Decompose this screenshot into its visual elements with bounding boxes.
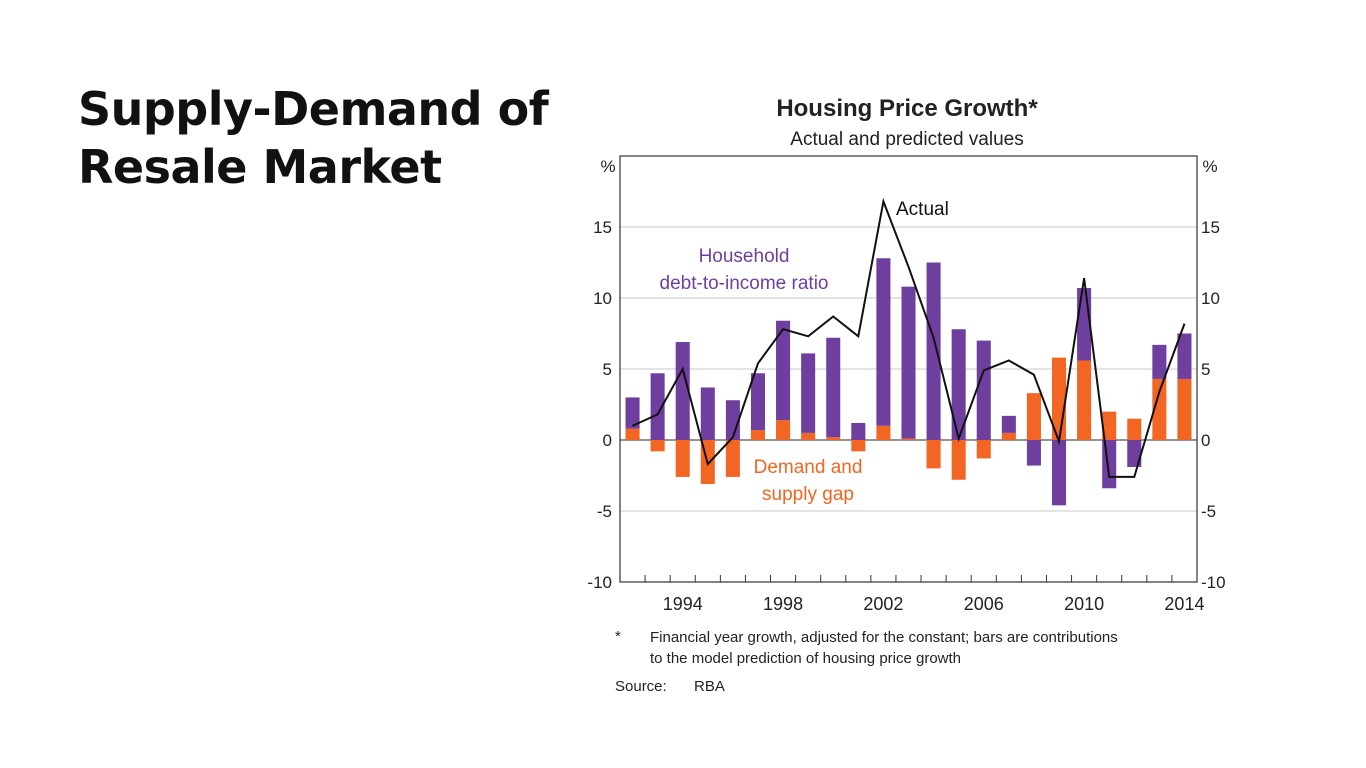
y-tick-label-right: 10 [1201, 289, 1220, 308]
slide-title: Supply-Demand of Resale Market [78, 80, 558, 196]
bar-household-debt [1026, 440, 1041, 466]
bar-household-debt [725, 400, 740, 440]
y-tick-label-left: 15 [593, 218, 612, 237]
bar-household-debt [851, 422, 866, 440]
bar-demand-supply-gap [1077, 360, 1092, 440]
label-demand-2: supply gap [762, 484, 854, 505]
bar-demand-supply-gap [801, 432, 816, 440]
bar-household-debt [1152, 344, 1167, 379]
y-tick-label-left: -10 [587, 573, 612, 592]
bar-demand-supply-gap [951, 440, 966, 480]
x-tick-label: 2006 [964, 594, 1004, 614]
y-tick-label-left: 0 [603, 431, 612, 450]
y-tick-label-right: 5 [1201, 360, 1210, 379]
x-tick-label: 1994 [663, 594, 703, 614]
bar-household-debt [876, 258, 891, 426]
label-household-1: Household [699, 246, 790, 267]
housing-price-chart: Housing Price Growth* Actual and predict… [587, 95, 1225, 614]
x-tick-label: 2010 [1064, 594, 1104, 614]
footnote-line2: to the model prediction of housing price… [650, 650, 962, 667]
bar-demand-supply-gap [1026, 393, 1041, 440]
bar-household-debt [951, 329, 966, 440]
bar-household-debt [700, 387, 715, 440]
label-household-2: debt-to-income ratio [660, 273, 829, 294]
actual-line [632, 197, 1186, 478]
bar-demand-supply-gap [851, 440, 866, 452]
y-tick-label-right: -10 [1201, 573, 1226, 592]
bar-demand-supply-gap [750, 430, 766, 440]
bar-demand-supply-gap [725, 440, 740, 477]
bar-household-debt [1127, 440, 1142, 467]
axes [619, 155, 1198, 583]
bar-household-debt [675, 342, 690, 440]
bar-demand-supply-gap [776, 420, 791, 440]
x-tick-label: 1998 [763, 594, 803, 614]
source-value: RBA [694, 678, 725, 695]
slide-title-line1: Supply-Demand of [78, 82, 549, 136]
label-demand-1: Demand and [754, 457, 863, 478]
bar-household-debt [650, 373, 665, 440]
bar-demand-supply-gap [826, 437, 841, 440]
source-label: Source: [615, 678, 667, 695]
bar-demand-supply-gap [1102, 411, 1117, 440]
y-tick-label-left: -5 [597, 502, 612, 521]
bar-household-debt [776, 320, 791, 421]
y-tick-label-left: 5 [603, 360, 612, 379]
y-tick-label-left: 10 [593, 289, 612, 308]
bar-household-debt [976, 340, 991, 440]
plot-frame [619, 155, 1198, 583]
bar-demand-supply-gap [901, 438, 916, 440]
bar-household-debt [1177, 333, 1192, 379]
y-tick-label-right: 15 [1201, 218, 1220, 237]
slide-title-line2: Resale Market [78, 140, 442, 194]
y-unit-right: % [1202, 157, 1217, 176]
bar-demand-supply-gap [1177, 378, 1192, 440]
bars [625, 258, 1192, 506]
y-tick-label-right: 0 [1201, 431, 1210, 450]
y-unit-left: % [600, 157, 615, 176]
bar-household-debt [901, 286, 916, 439]
bar-demand-supply-gap [1127, 418, 1142, 440]
bar-demand-supply-gap [1152, 378, 1167, 440]
y-tick-label-right: -5 [1201, 502, 1216, 521]
bar-household-debt [1051, 440, 1067, 506]
bar-demand-supply-gap [625, 428, 640, 440]
bar-household-debt [826, 337, 841, 438]
footnote-line1: Financial year growth, adjusted for the … [650, 629, 1118, 646]
chart-subtitle: Actual and predicted values [790, 129, 1023, 150]
bar-household-debt [926, 262, 941, 440]
bar-demand-supply-gap [976, 440, 991, 459]
x-tick-label: 2014 [1164, 594, 1204, 614]
bar-demand-supply-gap [650, 440, 665, 452]
bar-demand-supply-gap [675, 440, 690, 477]
actual-line-group [632, 197, 1186, 478]
bar-demand-supply-gap [1001, 432, 1016, 440]
tick-labels: -10 -10 -5 -5 0 0 5 5 10 10 15 15 1994 1998 2002 2006 20… [587, 218, 1225, 614]
footnote-marker: * [615, 628, 621, 645]
label-actual: Actual [896, 199, 949, 220]
bar-household-debt [1001, 415, 1016, 433]
bar-household-debt [801, 353, 816, 433]
bar-demand-supply-gap [876, 425, 891, 440]
bar-household-debt [750, 373, 766, 431]
bar-demand-supply-gap [926, 440, 941, 469]
bar-household-debt [625, 397, 640, 429]
x-tick-label: 2002 [863, 594, 903, 614]
bar-household-debt [1102, 440, 1117, 489]
chart-title: Housing Price Growth* [776, 95, 1038, 122]
